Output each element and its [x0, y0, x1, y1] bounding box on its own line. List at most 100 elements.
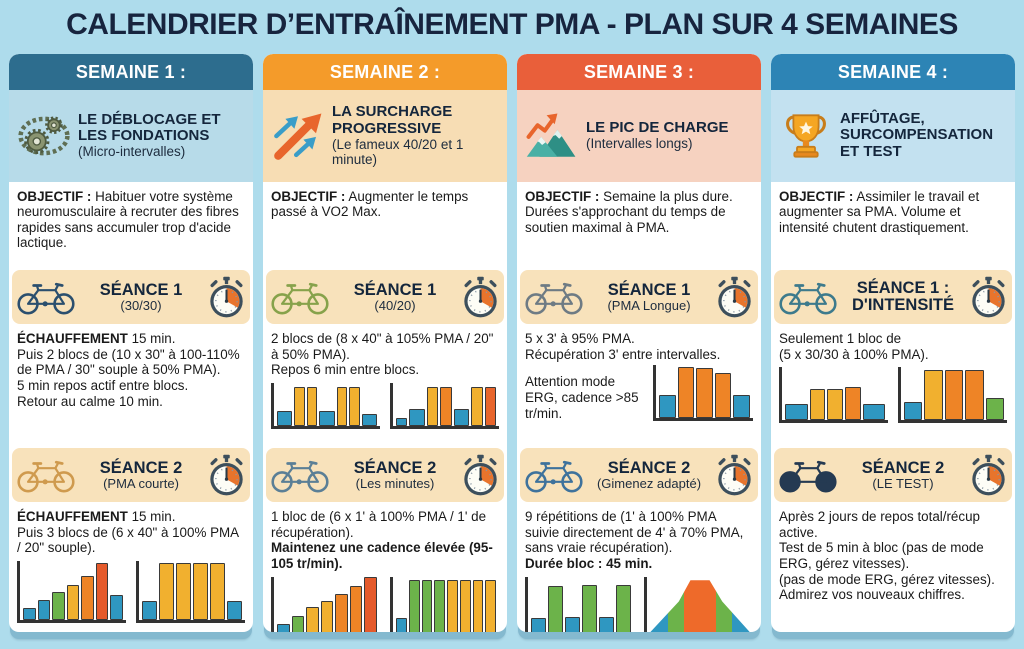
- objective-text: Semaine la plus dure. Durées s'approchan…: [525, 189, 733, 235]
- week-2-seance-2-body: 1 bloc de (6 x 1' à 100% PMA / 1' de réc…: [263, 505, 507, 632]
- seance-title: SÉANCE 1: [99, 280, 183, 299]
- seance-heading: SÉANCE 2 (Gimenez adapté): [586, 458, 712, 491]
- interval-bar-chart: [271, 576, 380, 632]
- seance-heading: SÉANCE 1 (30/30): [78, 280, 204, 313]
- week-3-theme-subtitle: (Intervalles longs): [586, 136, 693, 152]
- week-1-seance-2-banner: SÉANCE 2 (PMA courte): [12, 448, 250, 502]
- bicycle-icon: [779, 279, 837, 315]
- gimenez-profile-chart: [644, 576, 753, 632]
- seance-subtitle: (Gimenez adapté): [596, 475, 702, 491]
- seance-text: 2 blocs de (8 x 40" à 105% PMA / 20" à 5…: [271, 331, 494, 378]
- stopwatch-icon: [461, 454, 499, 497]
- week-2-column: SEMAINE 2 : LA SURCHARGE PROGRESSIVE (Le…: [263, 54, 507, 632]
- week-4-objective: OBJECTIF : Assimiler le travail et augme…: [771, 182, 1015, 267]
- week-4-column: SEMAINE 4 : AFFÛTAGE, SURCOMPENSATION ET…: [771, 54, 1015, 632]
- interval-bar-chart: [779, 367, 888, 424]
- seance-subtitle: (LE TEST): [872, 475, 934, 491]
- workout-charts: [271, 576, 499, 632]
- week-2-theme: LA SURCHARGE PROGRESSIVE (Le fameux 40/2…: [263, 90, 507, 182]
- week-2-seance-2-banner: SÉANCE 2 (Les minutes): [266, 448, 504, 502]
- week-3-header-label: SEMAINE 3 :: [583, 61, 695, 82]
- week-3-theme-title: LE PIC DE CHARGE: [586, 118, 729, 136]
- bicycle-icon: [525, 279, 583, 315]
- week-1-theme-title: LE DÉBLOCAGE ET LES FONDATIONS: [78, 110, 221, 145]
- week-2-theme-title: LA SURCHARGE PROGRESSIVE: [332, 103, 453, 137]
- page-title: CALENDRIER D’ENTRAÎNEMENT PMA - PLAN SUR…: [66, 8, 958, 41]
- objective-text: Habituer votre système neuromusculaire à…: [17, 189, 239, 250]
- seance-title: SÉANCE 2: [861, 458, 945, 477]
- week-4-seance-2-body: Après 2 jours de repos total/récup activ…: [771, 505, 1015, 632]
- bicycle-icon: [17, 279, 75, 315]
- seance-title: SÉANCE 2: [607, 458, 691, 477]
- seance-heading: SÉANCE 2 (PMA courte): [78, 459, 204, 491]
- mountain-peak-icon: [524, 111, 580, 161]
- erg-note-text: Attention mode ERG, cadence >85 tr/min.: [525, 374, 639, 421]
- chain-gears-icon: [16, 111, 72, 161]
- seance-text: ÉCHAUFFEMENT 15 min. Puis 2 blocs de (10 …: [17, 331, 240, 409]
- week-2-theme-subtitle: (Le fameux 40/20 et 1 minute): [332, 136, 464, 167]
- week-4-seance-1-banner: SÉANCE 1 : D'INTENSITÉ: [774, 270, 1012, 324]
- week-3-objective: OBJECTIF : Semaine la plus dure. Durées …: [517, 182, 761, 267]
- week-3-theme: LE PIC DE CHARGE (Intervalles longs): [517, 90, 761, 182]
- seance-title: SÉANCE 1: [353, 280, 437, 299]
- workout-charts: [271, 383, 499, 430]
- week-4-theme-title: AFFÛTAGE, SURCOMPENSATION ET TEST: [840, 110, 994, 160]
- seance-subtitle: D'INTENSITÉ: [851, 296, 954, 314]
- week-1-theme-subtitle: (Micro-intervalles): [78, 144, 186, 160]
- seance-subtitle: (40/20): [374, 297, 416, 313]
- week-2-header: SEMAINE 2 :: [263, 54, 507, 90]
- bicycle-icon: [271, 457, 329, 493]
- stopwatch-icon: [969, 454, 1007, 497]
- week-4-seance-2-banner: SÉANCE 2 (LE TEST): [774, 448, 1012, 502]
- seance-text: Après 2 jours de repos total/récup activ…: [779, 509, 995, 603]
- seance-heading: SÉANCE 2 (LE TEST): [840, 458, 966, 491]
- week-3-seance-2-body: 9 répétitions de (1' à 100% PMA suivie d…: [517, 505, 761, 632]
- seance-subtitle: (Les minutes): [355, 475, 435, 491]
- seance-title: SÉANCE 1: [607, 280, 691, 299]
- workout-charts: [779, 367, 1007, 424]
- seance-text: Seulement 1 bloc de (5 x 30/30 à 100% PMA…: [779, 331, 929, 362]
- week-2-objective: OBJECTIF : Augmenter le temps passé à VO…: [263, 182, 507, 267]
- week-2-seance-1-body: 2 blocs de (8 x 40" à 105% PMA / 20" à 5…: [263, 327, 507, 445]
- interval-bar-chart: [653, 365, 753, 422]
- week-1-header: SEMAINE 1 :: [9, 54, 253, 90]
- objective-label: OBJECTIF :: [779, 189, 854, 204]
- week-1-header-label: SEMAINE 1 :: [75, 61, 187, 82]
- week-4-theme-text: AFFÛTAGE, SURCOMPENSATION ET TEST: [840, 111, 1008, 161]
- objective-text: Augmenter le temps passé à VO2 Max.: [271, 189, 469, 220]
- week-1-seance-2-body: ÉCHAUFFEMENT 15 min. Puis 3 blocs de (6 x…: [9, 505, 253, 632]
- seance-heading: SÉANCE 1 (40/20): [332, 280, 458, 313]
- week-3-seance-1-body: 5 x 3' à 95% PMA. Récupération 3' entre i…: [517, 327, 761, 445]
- interval-bar-chart: [898, 367, 1007, 424]
- week-3-seance-1-banner: SÉANCE 1 (PMA Longue): [520, 270, 758, 324]
- trophy-icon: [778, 111, 834, 161]
- week-3-header: SEMAINE 3 :: [517, 54, 761, 90]
- objective-label: OBJECTIF :: [271, 189, 346, 204]
- seance-title: SÉANCE 2: [353, 458, 437, 477]
- interval-bar-chart: [390, 383, 499, 430]
- week-3-theme-text: LE PIC DE CHARGE (Intervalles longs): [586, 118, 754, 152]
- seance-heading: SÉANCE 1 : D'INTENSITÉ: [840, 278, 966, 315]
- interval-bar-chart: [390, 576, 499, 632]
- week-1-seance-1-banner: SÉANCE 1 (30/30): [12, 270, 250, 324]
- seance-text: 5 x 3' à 95% PMA. Récupération 3' entre i…: [525, 331, 721, 362]
- stopwatch-icon: [969, 276, 1007, 319]
- seance-text: 1 bloc de (6 x 1' à 100% PMA / 1' de réc…: [271, 509, 493, 572]
- week-2-seance-1-banner: SÉANCE 1 (40/20): [266, 270, 504, 324]
- interval-bar-chart: [17, 561, 126, 624]
- week-2-header-label: SEMAINE 2 :: [329, 61, 441, 82]
- objective-label: OBJECTIF :: [17, 189, 92, 204]
- seance-subtitle: (PMA Longue): [607, 297, 691, 313]
- week-3-column: SEMAINE 3 : LE PIC DE CHARGE (Intervalle…: [517, 54, 761, 632]
- seance-title: SÉANCE 1 :: [856, 278, 950, 297]
- rising-arrows-icon: [270, 111, 326, 161]
- stopwatch-icon: [715, 276, 753, 319]
- seance-subtitle: (30/30): [120, 297, 162, 313]
- seance-subtitle: (PMA courte): [103, 475, 179, 491]
- seance-heading: SÉANCE 1 (PMA Longue): [586, 280, 712, 313]
- seance-text: 9 répétitions de (1' à 100% PMA suivie d…: [525, 509, 744, 572]
- stopwatch-icon: [461, 276, 499, 319]
- week-3-seance-2-banner: SÉANCE 2 (Gimenez adapté): [520, 448, 758, 502]
- bicycle-icon: [525, 457, 583, 493]
- week-1-theme: LE DÉBLOCAGE ET LES FONDATIONS (Micro-in…: [9, 90, 253, 182]
